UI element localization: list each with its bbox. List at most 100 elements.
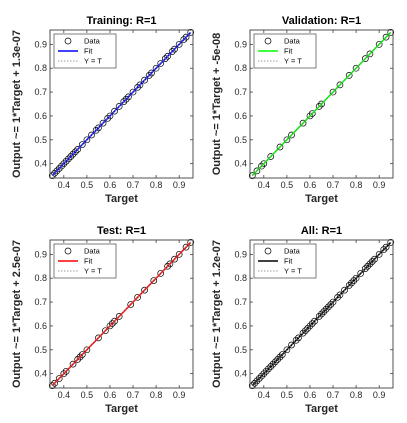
legend-label: Data [284,37,301,46]
y-tick-label: 0.7 [234,87,247,97]
data-point [161,55,169,62]
x-tick-label: 0.6 [304,390,317,400]
y-tick-label: 0.9 [34,39,47,49]
data-point [141,286,148,294]
data-point [187,239,195,246]
data-point [260,370,268,378]
data-point [336,291,344,299]
data-point [111,107,118,115]
x-axis-label: Target [305,193,338,205]
axes-box [49,29,194,179]
data-point [51,169,58,177]
data-point [115,313,123,320]
data-point [141,76,148,84]
data-point [308,320,316,327]
y-tick-label: 0.8 [234,273,247,283]
data-point [129,88,137,96]
subplot-title: Training: R=1 [87,15,157,27]
data-point [53,167,61,175]
data-point [306,112,314,120]
data-point [315,313,323,320]
data-point [306,322,314,330]
x-tick-label: 0.6 [104,390,117,400]
legend-label: Y = T [284,267,302,276]
x-tick-label: 0.7 [327,180,340,190]
x-tick-label: 0.4 [58,390,71,400]
x-tick-label: 0.7 [127,180,140,190]
data-point [95,124,102,132]
data-point [150,277,158,284]
data-point [111,317,118,325]
y-tick-label: 0.4 [34,159,47,169]
data-point [55,165,63,172]
x-tick-label: 0.9 [173,390,186,400]
data-point [83,346,91,354]
data-point [136,81,144,89]
x-tick-label: 0.4 [58,180,71,190]
data-point [65,155,72,163]
data-point [152,64,160,72]
x-tick-label: 0.5 [281,180,294,190]
data-point [352,274,360,282]
legend-marker [264,37,272,45]
x-tick-label: 0.5 [281,390,294,400]
x-tick-label: 0.6 [104,180,117,190]
legend-label: Y = T [84,57,102,66]
data-point [299,329,307,337]
data-point [67,153,75,160]
data-point [102,327,109,335]
data-point [308,110,316,117]
x-tick-label: 0.8 [150,180,163,190]
data-point [74,146,82,153]
data-point [83,136,91,144]
data-point [69,150,77,158]
data-point [72,148,79,156]
data-point [175,250,183,258]
data-point [345,72,353,79]
data-point [164,52,171,60]
subplot-title: All: R=1 [301,225,342,237]
data-point [258,162,265,170]
data-point [62,157,70,165]
x-axis-label: Target [105,193,138,205]
y-axis-label: Output ~= 1*Target + 1.3e-07 [11,30,23,178]
legend-label: Fit [84,257,93,266]
legend-label: Y = T [284,57,302,66]
data-point [168,48,176,55]
subplot-title: Validation: R=1 [282,15,361,27]
legend-label: Data [284,247,301,256]
data-point [269,360,277,368]
data-point [292,336,300,344]
data-point [364,262,371,270]
data-point [368,258,376,265]
data-point [329,88,337,96]
x-tick-label: 0.5 [81,390,94,400]
y-tick-label: 0.5 [34,345,47,355]
y-axis-label: Output ~= 1*Target + 1.2e-07 [211,240,223,388]
x-tick-label: 0.9 [373,390,386,400]
data-point [336,81,344,89]
data-point [288,341,295,349]
data-point [366,50,374,58]
data-point [51,379,58,387]
data-point [95,334,102,342]
legend-marker [64,247,72,255]
data-point [260,160,268,168]
data-point [295,334,302,342]
y-tick-label: 0.8 [234,63,247,73]
data-point [258,372,265,380]
identity-line [52,32,191,176]
y-tick-label: 0.7 [34,297,47,307]
data-point [267,363,275,370]
data-point [106,112,114,120]
identity-line [252,242,391,386]
data-point [366,260,374,268]
data-point [327,301,335,308]
axes-box [249,29,394,179]
data-point [334,293,341,301]
data-point [104,114,112,122]
legend-label: Y = T [84,267,102,276]
y-tick-label: 0.7 [34,87,47,97]
subplot: 0.4 0.5 0.6 0.7 0.8 0.9 0.4 0.5 0.6 0.7 0.8 0.9 All:… [211,225,395,415]
data-point [248,382,256,389]
